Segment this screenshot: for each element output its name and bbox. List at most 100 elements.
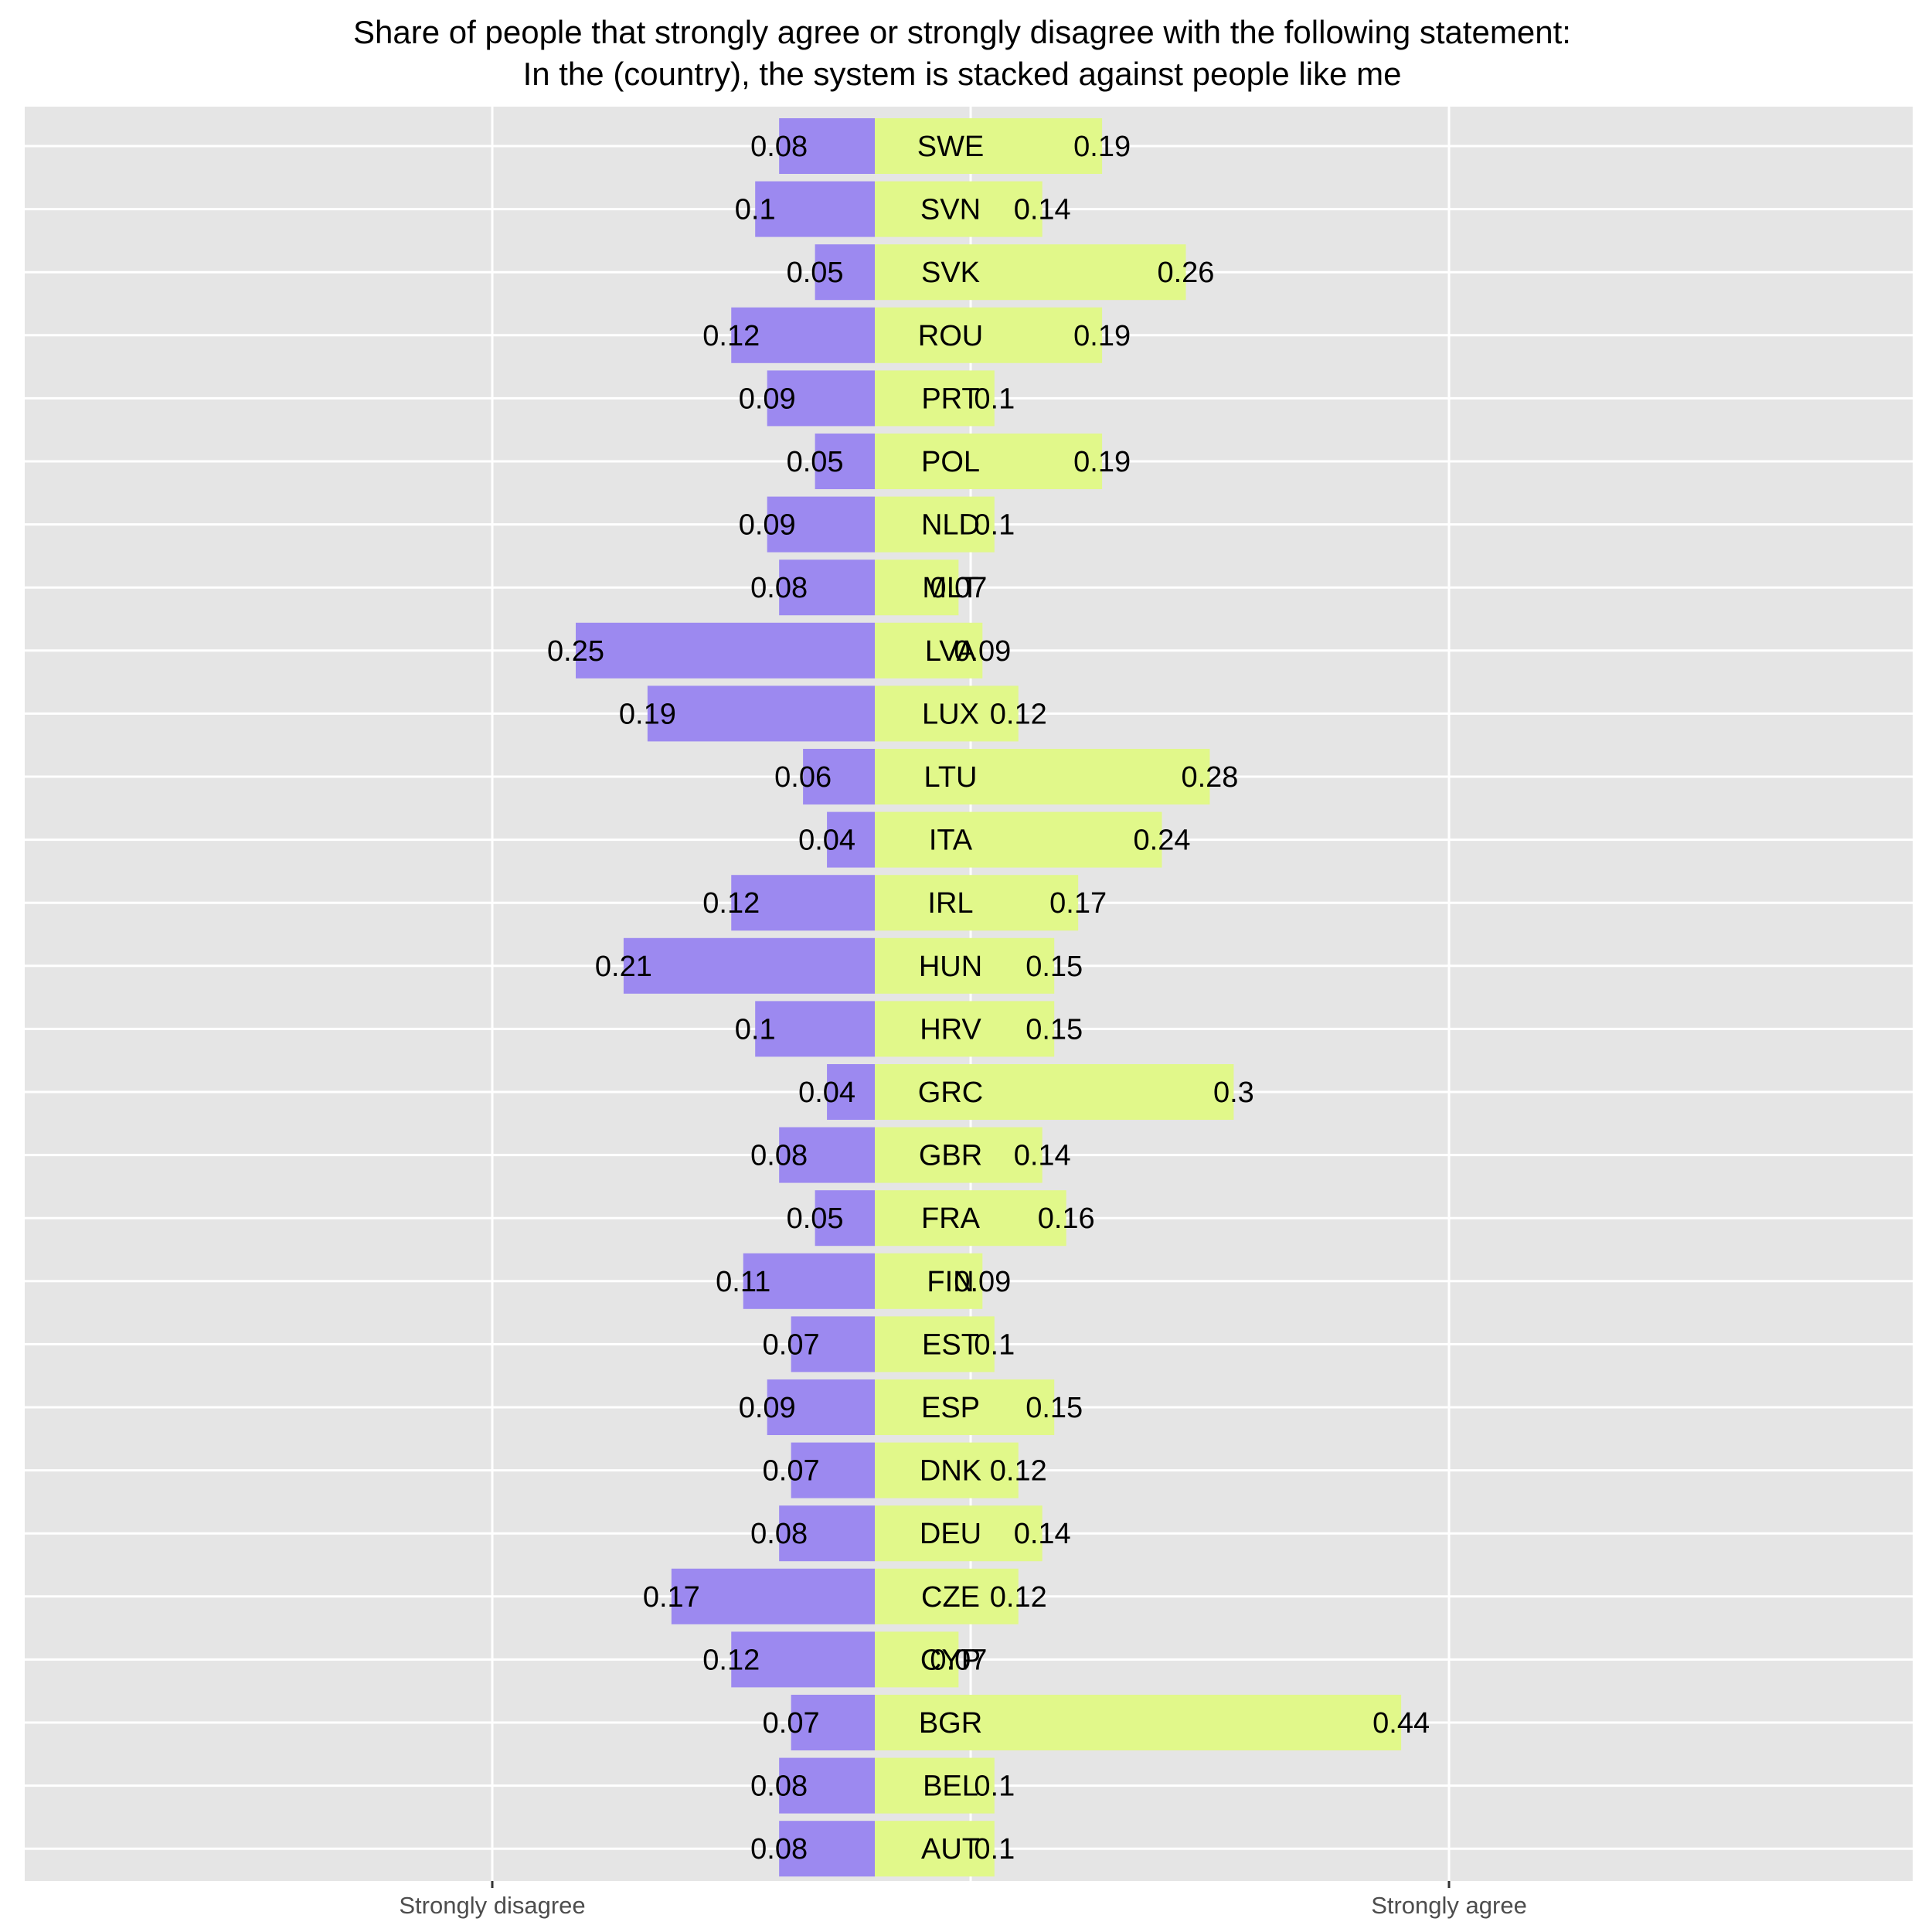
bar-agree-cze: [875, 1568, 1019, 1624]
country-label-swe: SWE: [917, 131, 985, 163]
label-agree-bgr: 0.44: [1372, 1707, 1430, 1740]
label-agree-pol: 0.19: [1073, 446, 1131, 478]
label-disagree-grc: 0.04: [798, 1077, 855, 1109]
country-label-esp: ESP: [921, 1392, 980, 1424]
label-disagree-cyp: 0.12: [702, 1644, 760, 1676]
bar-disagree-prt: [767, 370, 875, 427]
x-tick-label: Strongly disagree: [399, 1892, 585, 1919]
bar-disagree-gbr: [779, 1127, 875, 1183]
chart-title: Share of people that strongly agree or s…: [353, 14, 1571, 50]
label-disagree-swe: 0.08: [750, 131, 808, 163]
label-agree-hun: 0.15: [1026, 951, 1083, 983]
label-agree-esp: 0.15: [1026, 1392, 1083, 1424]
label-agree-fra: 0.16: [1038, 1202, 1095, 1235]
bar-agree-nld: [875, 496, 995, 553]
label-disagree-deu: 0.08: [750, 1518, 808, 1550]
bar-disagree-hun: [623, 937, 875, 994]
bar-agree-lux: [875, 685, 1019, 742]
bar-agree-deu: [875, 1505, 1043, 1562]
bar-agree-hun: [875, 937, 1055, 994]
label-disagree-fin: 0.11: [716, 1266, 770, 1298]
bar-agree-mlt: [875, 560, 959, 616]
country-label-bgr: BGR: [919, 1707, 982, 1740]
bar-agree-est: [875, 1316, 995, 1372]
country-label-deu: DEU: [920, 1518, 981, 1550]
bar-agree-ita: [875, 811, 1162, 868]
country-label-fra: FRA: [921, 1202, 981, 1235]
bar-disagree-irl: [731, 875, 875, 931]
country-label-gbr: GBR: [919, 1140, 982, 1172]
chart-subtitle: In the (country), the system is stacked …: [523, 56, 1402, 92]
country-label-est: EST: [922, 1328, 979, 1361]
country-label-rou: ROU: [918, 320, 983, 352]
label-disagree-fra: 0.05: [787, 1202, 844, 1235]
bar-disagree-esp: [767, 1379, 875, 1435]
bar-disagree-aut: [779, 1821, 875, 1877]
label-disagree-mlt: 0.08: [750, 572, 808, 604]
label-disagree-ltu: 0.06: [774, 761, 832, 794]
country-label-fin: FIN: [927, 1266, 974, 1298]
bars: [576, 118, 1402, 1877]
bar-agree-irl: [875, 875, 1079, 931]
label-disagree-lux: 0.19: [619, 698, 676, 730]
label-agree-fin: 0.09: [954, 1266, 1011, 1298]
bar-agree-bel: [875, 1757, 995, 1814]
label-agree-gbr: 0.14: [1014, 1140, 1071, 1172]
country-label-grc: GRC: [918, 1077, 983, 1109]
country-label-dnk: DNK: [920, 1455, 981, 1488]
country-label-svk: SVK: [921, 257, 980, 289]
label-disagree-irl: 0.12: [702, 887, 760, 920]
bar-disagree-swe: [779, 118, 875, 174]
bar-agree-svk: [875, 244, 1186, 301]
bar-agree-dnk: [875, 1442, 1019, 1498]
country-label-mlt: MLT: [922, 572, 978, 604]
label-disagree-svk: 0.05: [787, 257, 844, 289]
bar-disagree-svn: [755, 181, 875, 237]
label-disagree-bel: 0.08: [750, 1770, 808, 1803]
label-agree-bel: 0.1: [974, 1770, 1015, 1803]
x-axis: Strongly disagree Strongly agree: [399, 1881, 1527, 1919]
x-tick-label: Strongly agree: [1371, 1892, 1527, 1919]
label-disagree-hun: 0.21: [595, 951, 652, 983]
bar-disagree-fra: [815, 1190, 875, 1247]
country-label-ita: ITA: [929, 825, 973, 857]
label-disagree-esp: 0.09: [739, 1392, 796, 1424]
label-agree-est: 0.1: [974, 1328, 1015, 1361]
country-label-nld: NLD: [921, 509, 980, 542]
country-label-hrv: HRV: [920, 1013, 981, 1046]
bar-agree-fin: [875, 1253, 983, 1309]
label-disagree-prt: 0.09: [739, 383, 796, 415]
label-agree-irl: 0.17: [1049, 887, 1107, 920]
bar-disagree-cyp: [731, 1631, 875, 1688]
bar-disagree-ita: [827, 811, 875, 868]
label-agree-cze: 0.12: [990, 1581, 1047, 1614]
label-disagree-svn: 0.1: [735, 194, 776, 226]
bar-disagree-bgr: [791, 1695, 875, 1750]
country-label-svn: SVN: [920, 194, 981, 226]
bar-agree-esp: [875, 1379, 1055, 1435]
label-agree-rou: 0.19: [1073, 320, 1131, 352]
label-agree-ita: 0.24: [1134, 825, 1191, 857]
country-label-prt: PRT: [921, 383, 979, 415]
bar-agree-lva: [875, 622, 983, 679]
bar-disagree-bel: [779, 1757, 875, 1814]
label-agree-nld: 0.1: [974, 509, 1015, 542]
bar-disagree-est: [791, 1316, 875, 1372]
bar-disagree-ltu: [803, 749, 875, 804]
label-disagree-aut: 0.08: [750, 1833, 808, 1866]
bar-agree-swe: [875, 118, 1103, 174]
label-agree-swe: 0.19: [1073, 131, 1131, 163]
bar-agree-aut: [875, 1821, 995, 1877]
country-label-lva: LVA: [925, 635, 977, 668]
bar-agree-pol: [875, 434, 1103, 489]
bar-disagree-nld: [767, 496, 875, 553]
bar-disagree-fin: [743, 1253, 875, 1309]
label-disagree-lva: 0.25: [547, 635, 604, 668]
label-disagree-bgr: 0.07: [763, 1707, 820, 1740]
bar-disagree-deu: [779, 1505, 875, 1562]
label-agree-deu: 0.14: [1014, 1518, 1071, 1550]
bar-disagree-svk: [815, 244, 875, 301]
label-disagree-ita: 0.04: [798, 825, 855, 857]
label-agree-grc: 0.3: [1213, 1077, 1254, 1109]
label-agree-prt: 0.1: [974, 383, 1015, 415]
